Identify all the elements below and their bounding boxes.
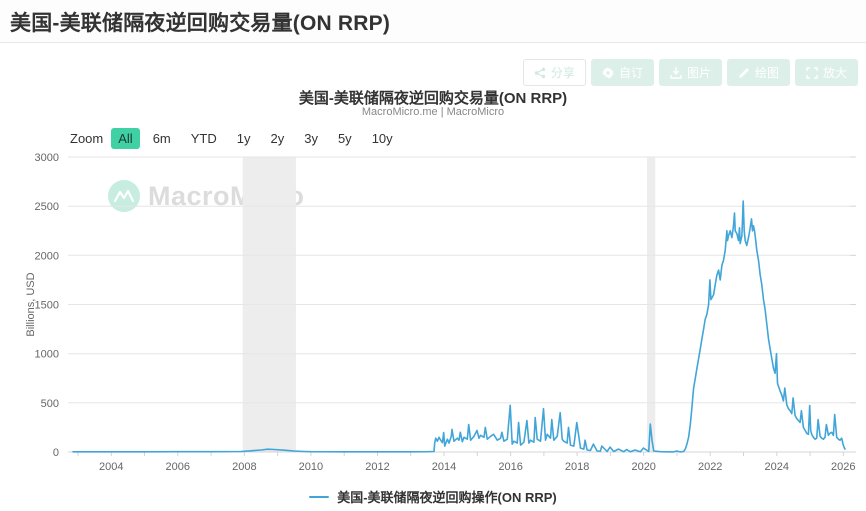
zoom-label: Zoom [70, 131, 104, 146]
toolbar-button-5[interactable]: 放大 [794, 59, 858, 86]
zoom-option-6m[interactable]: 6m [152, 131, 171, 146]
image-download-icon [670, 66, 682, 79]
svg-text:2026: 2026 [831, 461, 855, 473]
toolbar-button-label: 分享 [550, 66, 575, 80]
pencil-icon [738, 67, 750, 79]
svg-text:2004: 2004 [99, 461, 123, 473]
svg-text:2022: 2022 [698, 461, 722, 473]
svg-text:2012: 2012 [365, 461, 389, 473]
svg-text:2010: 2010 [299, 461, 323, 473]
chart-title: 美国-美联储隔夜逆回购交易量(ON RRP) [298, 90, 568, 107]
toolbar-button-1[interactable]: 分享 [522, 59, 586, 86]
expand-icon [806, 66, 818, 79]
legend-line-marker [309, 495, 330, 498]
legend-label: 美国-美联储隔夜逆回购操作(ON RRP) [337, 490, 557, 505]
chart-subtitle: MacroMicro.me | MacroMicro [361, 106, 505, 118]
legend[interactable]: 美国-美联储隔夜逆回购操作(ON RRP) [0, 487, 866, 506]
svg-text:Billions, USD: Billions, USD [25, 272, 37, 336]
svg-text:1000: 1000 [35, 349, 59, 361]
share-icon [534, 67, 546, 79]
toolbar-button-3[interactable]: 图片 [658, 59, 722, 86]
zoom-option-ytd[interactable]: YTD [190, 131, 217, 146]
svg-text:2006: 2006 [166, 461, 190, 473]
svg-text:500: 500 [41, 398, 59, 410]
svg-text:2020: 2020 [631, 461, 655, 473]
chart-area[interactable]: MacroMicro 0 500 1000 1500 2000 2500 3000 2004 2… [0, 150, 866, 480]
zoom-controls: Zoom All 6m YTD 1y 2y 3y 5y 10y [70, 128, 400, 149]
plot-canvas[interactable]: 0 500 1000 1500 2000 2500 3000 2004 2006 2008 2010… [0, 150, 866, 480]
svg-text:2018: 2018 [565, 461, 589, 473]
svg-text:2008: 2008 [232, 461, 256, 473]
toolbar-button-label: 放大 [822, 66, 847, 80]
svg-text:2016: 2016 [498, 461, 522, 473]
toolbar-button-label: 自订 [618, 66, 643, 80]
toolbar-button-2[interactable]: 自订 [590, 59, 654, 86]
svg-text:1500: 1500 [35, 300, 59, 312]
zoom-option-5y[interactable]: 5y [337, 131, 352, 146]
svg-text:2014: 2014 [432, 461, 456, 473]
data-line [72, 200, 846, 453]
toolbar-button-4[interactable]: 绘图 [726, 59, 790, 86]
page-title: 美国-美联储隔夜逆回购交易量(ON RRP) [10, 12, 391, 35]
zoom-option-3y[interactable]: 3y [304, 131, 318, 146]
zoom-option-10y[interactable]: 10y [371, 131, 393, 146]
svg-text:3000: 3000 [35, 152, 59, 164]
chart-toolbar: 分享 自订 图片 绘图 放大 [522, 59, 858, 86]
svg-text:0: 0 [53, 447, 59, 459]
zoom-option-all[interactable]: All [111, 128, 140, 149]
svg-text:2024: 2024 [765, 461, 789, 473]
page-header: 美国-美联储隔夜逆回购交易量(ON RRP) [0, 0, 866, 43]
toolbar-button-label: 绘图 [754, 66, 779, 80]
svg-text:2000: 2000 [35, 250, 59, 262]
gear-icon [601, 66, 614, 79]
zoom-option-1y[interactable]: 1y [236, 131, 251, 146]
zoom-option-2y[interactable]: 2y [270, 131, 285, 146]
toolbar-button-label: 图片 [686, 66, 711, 80]
svg-text:2500: 2500 [35, 201, 59, 213]
